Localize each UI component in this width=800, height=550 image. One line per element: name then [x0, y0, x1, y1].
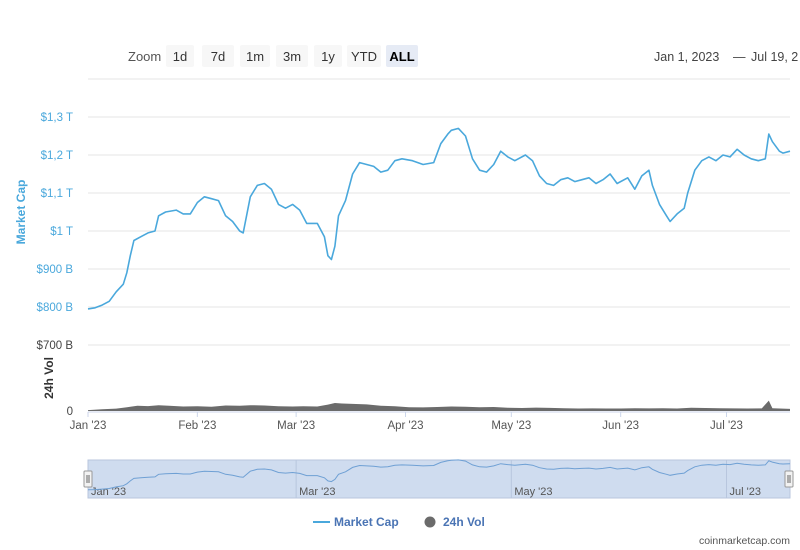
mc-y-tick-label: $1,3 T [41, 112, 73, 124]
zoom-button-ytd[interactable]: YTD [347, 45, 381, 67]
navigator[interactable]: Jan '23 Mar '23 May '23 Jul '23 [83, 459, 794, 499]
zoom-button-label: 1y [321, 49, 335, 64]
x-tick-label: Jun '23 [602, 420, 639, 432]
legend-item-volume[interactable]: 24h Vol [424, 515, 485, 529]
market-cap-line [87, 127, 791, 310]
zoom-button-3m[interactable]: 3m [276, 45, 308, 67]
gridlines [88, 78, 790, 346]
volume-axis-title: 24h Vol [42, 357, 56, 399]
legend-label-market-cap: Market Cap [334, 515, 399, 529]
market-cap-axis-title: Market Cap [14, 180, 28, 245]
zoom-button-bg [202, 45, 234, 67]
volume-series [88, 400, 790, 411]
zoom-button-label: YTD [351, 49, 377, 64]
legend: Market Cap 24h Vol [313, 515, 485, 529]
zoom-button-bg [386, 45, 418, 67]
zoom-button-1y[interactable]: 1y [314, 45, 342, 67]
navigator-handle-right[interactable] [784, 470, 794, 488]
legend-label-volume: 24h Vol [443, 515, 485, 529]
zoom-button-all[interactable]: ALL [386, 45, 418, 67]
mc-y-tick-label: $1,1 T [41, 188, 73, 200]
market-cap-y-axis: $800 B $900 B $1 T $1,1 T $1,2 T $1,3 T [37, 112, 74, 314]
x-tick-label: Feb '23 [178, 420, 216, 432]
x-tick-label: May '23 [491, 420, 531, 432]
navigator-tick-label: Mar '23 [299, 486, 335, 498]
volume-area [88, 400, 790, 411]
mc-y-tick-label: $1,2 T [41, 150, 73, 162]
zoom-button-label: 1m [246, 49, 264, 64]
handle-grip [83, 470, 93, 488]
range-to[interactable]: Jul 19, 2 [751, 50, 798, 64]
zoom-button-label: 1d [173, 49, 187, 64]
credit-link[interactable]: coinmarketcap.com [699, 535, 790, 547]
market-cap-series [87, 127, 791, 310]
mc-y-tick-label: $800 B [37, 302, 74, 314]
zoom-button-bg [347, 45, 381, 67]
zoom-button-label: ALL [389, 49, 414, 64]
x-tick-label: Jul '23 [710, 420, 743, 432]
navigator-line [87, 459, 791, 491]
zoom-button-1m[interactable]: 1m [240, 45, 270, 67]
legend-dot-swatch [424, 516, 436, 528]
navigator-handle-left[interactable] [83, 470, 93, 488]
x-tick-label: Apr '23 [387, 420, 423, 432]
zoom-button-label: 3m [283, 49, 301, 64]
range-from[interactable]: Jan 1, 2023 [654, 50, 719, 64]
zoom-button-label: 7d [211, 49, 225, 64]
x-tick-label: Jan '23 [70, 420, 107, 432]
navigator-tick-label: Jan '23 [91, 486, 126, 498]
zoom-label: Zoom [128, 49, 161, 64]
zoom-button-bg [276, 45, 308, 67]
volume-y-tick-label: $700 B [37, 340, 74, 352]
x-tick-label: Mar '23 [277, 420, 315, 432]
legend-item-market-cap[interactable]: Market Cap [313, 515, 399, 529]
navigator-tick-label: Jul '23 [730, 486, 761, 498]
zoom-button-bg [166, 45, 194, 67]
zoom-button-bg [240, 45, 270, 67]
mc-y-tick-label: $1 T [50, 226, 73, 238]
range-separator: — [733, 50, 746, 64]
zoom-button-7d[interactable]: 7d [202, 45, 234, 67]
navigator-selection[interactable] [87, 459, 791, 499]
volume-y-axis: 0 $700 B [37, 340, 74, 418]
navigator-tick-label: May '23 [514, 486, 552, 498]
mc-y-tick-label: $900 B [37, 264, 74, 276]
zoom-button-1d[interactable]: 1d [166, 45, 194, 67]
volume-y-tick-label: 0 [67, 406, 73, 418]
handle-grip [784, 470, 794, 488]
zoom-toolbar: Zoom 1d 7d 1m 3m 1y YTD ALL Jan 1, 2023 — Jul … [128, 45, 798, 67]
zoom-button-bg [314, 45, 342, 67]
x-axis-ticks: Jan '23 Feb '23 Mar '23 Apr '23 May '23 Jun '… [70, 412, 743, 432]
